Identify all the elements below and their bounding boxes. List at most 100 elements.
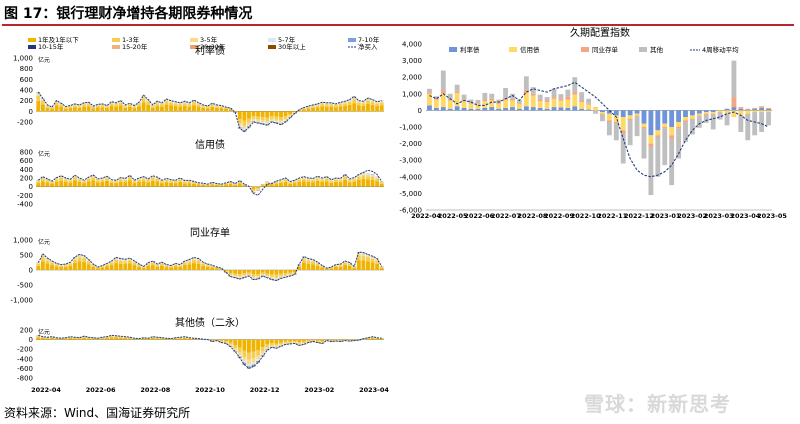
bar-segment [182, 103, 187, 106]
bar-segment [40, 181, 45, 187]
bar-segment [224, 107, 228, 109]
bar-segment [219, 339, 224, 341]
bar-segment [333, 105, 338, 108]
bar-segment [676, 110, 682, 123]
bar-segment [45, 179, 50, 181]
bar-segment [164, 338, 169, 340]
bar-segment [586, 98, 592, 104]
bar-segment [447, 98, 453, 101]
bar-segment [205, 266, 210, 270]
bar-segment [379, 267, 384, 269]
legend-swatch [190, 45, 198, 49]
bar-segment [246, 118, 251, 123]
bar-segment [338, 339, 343, 341]
bar-segment [347, 179, 352, 181]
bar-segment [375, 177, 380, 179]
bar-segment [503, 107, 509, 111]
bar-segment [45, 258, 50, 259]
legend-label: 净买入 [358, 42, 378, 51]
bar-segment [123, 106, 128, 108]
bar-segment [251, 365, 256, 367]
bar-segment [219, 185, 224, 187]
bar-segment [338, 179, 343, 181]
bar-segment [274, 343, 279, 346]
bar-segment [283, 342, 288, 344]
bar-segment [196, 259, 201, 261]
bar-segment [155, 103, 160, 106]
bar-segment [306, 108, 311, 112]
bar-segment [433, 107, 439, 111]
x-tick-label: 2022-08 [140, 386, 170, 394]
bar-segment [361, 103, 366, 106]
bar-segment [370, 100, 375, 102]
bar-segment [68, 262, 73, 264]
bar-segment [606, 110, 612, 114]
bar-segment [118, 105, 123, 112]
bar-segment [40, 98, 45, 100]
bar-segment [159, 338, 164, 340]
y-tick-label: -5,000 [399, 190, 422, 198]
bar-segment [219, 269, 224, 270]
bar-segment [379, 268, 384, 270]
bar-segment [132, 105, 137, 107]
bar-segment [361, 260, 366, 270]
bar-segment [606, 113, 612, 121]
bar-segment [82, 183, 87, 187]
bar-segment [109, 103, 114, 107]
bar-segment [256, 349, 261, 356]
net-buy-line [37, 91, 382, 133]
bar-segment [260, 120, 265, 123]
bar-segment [333, 181, 338, 187]
bar-segment [114, 258, 119, 260]
legend-label: 利率债 [460, 45, 480, 54]
bar-segment [169, 339, 174, 340]
bar-segment [283, 339, 288, 342]
bar-segment [72, 177, 77, 181]
bar-segment [72, 175, 77, 177]
bar-segment [59, 180, 64, 187]
bar-segment [219, 340, 224, 342]
bar-segment [375, 263, 380, 270]
bar-segment [256, 355, 261, 360]
bar-segment [169, 266, 174, 268]
bar-segment [173, 180, 178, 182]
legend-swatch [112, 38, 120, 42]
bar-segment [196, 263, 201, 270]
bar-segment [256, 339, 261, 350]
bar-segment [201, 263, 206, 266]
bar-segment [274, 182, 279, 184]
bar-segment [593, 110, 598, 114]
bar-segment [86, 264, 91, 270]
bar-segment [537, 94, 543, 100]
bar-segment [169, 180, 174, 182]
bar-segment [246, 272, 251, 275]
bar-segment [109, 337, 114, 340]
bar-segment [77, 261, 82, 270]
bar-segment [311, 264, 315, 270]
bar-segment [68, 337, 73, 339]
bar-segment [59, 338, 64, 340]
bar-segment [118, 258, 123, 260]
bar-segment [468, 108, 474, 111]
bar-segment [537, 101, 543, 108]
bar-segment [516, 108, 522, 111]
bar-segment [95, 179, 100, 181]
bar-segment [256, 188, 261, 190]
bar-segment [100, 337, 105, 339]
bar-segment [544, 102, 550, 109]
bar-segment [447, 108, 453, 111]
bar-segment [68, 105, 73, 107]
bar-segment [224, 271, 228, 272]
bar-segment [178, 106, 183, 112]
bar-segment [146, 101, 151, 105]
bar-segment [338, 106, 343, 112]
bar-segment [132, 181, 137, 184]
bar-segment [82, 337, 87, 340]
bar-segment [59, 265, 64, 268]
bar-segment [63, 181, 68, 187]
bar-segment [283, 111, 288, 117]
bar-segment [260, 184, 265, 186]
bar-segment [251, 116, 256, 119]
bar-segment [260, 274, 265, 276]
bar-segment [475, 109, 481, 111]
